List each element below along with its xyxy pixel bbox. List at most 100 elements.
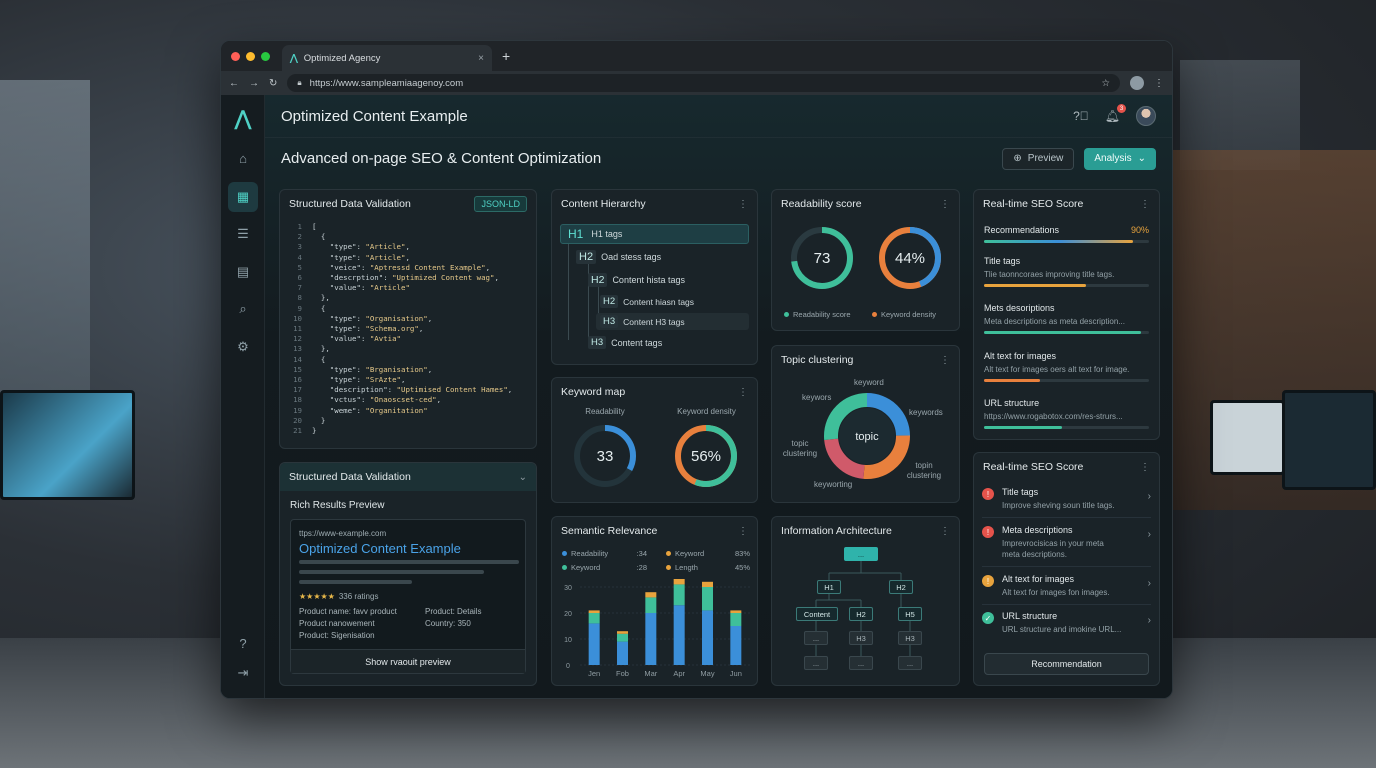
line-number: 7 [297,283,302,293]
tree-node[interactable]: H2 [849,607,873,621]
globe-icon: ⊕ [1013,153,1022,164]
seo-issue-row[interactable]: ✓ URL structure URL structure and imokine… [982,611,1151,641]
readability-value: 33 [597,448,614,465]
more-options-icon[interactable]: ⋮ [738,386,748,398]
settings-icon[interactable]: ⚙ [237,339,249,354]
hierarchy-row-h3[interactable]: H3 Content H3 tags [596,313,749,330]
seo-issue-row[interactable]: ! Alt text for images Alt text for images… [982,574,1151,605]
new-tab-button[interactable]: + [502,48,511,64]
more-options-icon[interactable]: ⋮ [940,525,950,537]
hierarchy-row-h3[interactable]: H3 Content tags [584,334,662,351]
x-tick-label: Jun [730,669,742,678]
show-preview-button[interactable]: Show rvaouit preview [291,649,525,673]
collapse-chevron-icon[interactable]: ⌄ [518,471,527,483]
tree-node[interactable]: ... [849,656,873,670]
seo-metric-row[interactable]: URL structure https://www.rogabotox.com/… [984,398,1149,429]
warning-icon: ! [982,575,994,587]
tree-node[interactable]: ... [804,656,828,670]
help-circle-icon[interactable]: ?⃝ [1073,109,1089,123]
home-icon[interactable]: ⌂ [239,150,247,166]
more-options-icon[interactable]: ⋮ [1140,198,1150,210]
grid-icon[interactable]: ▦ [228,182,258,212]
app-header: Optimized Content Example ?⃝ 🔔︎ 3 [265,95,1172,137]
notification-bell-icon[interactable]: 🔔︎ 3 [1105,104,1126,123]
hierarchy-row-h2[interactable]: H2 Content hiasn tags [596,293,694,310]
more-options-icon[interactable]: ⋮ [738,198,748,210]
tab-close-icon[interactable]: × [478,52,484,64]
browser-menu-icon[interactable]: ⋮ [1154,77,1164,89]
code-line: "descrption": "Uptimized Content wag", [312,273,499,283]
tree-node[interactable]: H1 [817,580,841,594]
seo-metric-row[interactable]: Mets desoriptions Meta descriptions as m… [984,303,1149,334]
code-line: } [312,415,326,425]
close-window-dot[interactable] [231,51,240,61]
seo-metric-row[interactable]: Title tags Tlie taonncoraes improving ti… [984,256,1149,287]
seo-metric-row[interactable]: Alt text for images Alt text for images … [984,351,1149,382]
code-line: "type": "Organisation", [312,313,433,323]
analysis-dropdown-button[interactable]: Analysis ⌄ [1084,147,1156,170]
seo-issue-row[interactable]: ! Meta descriptions Imprevrocisicas in yo… [982,525,1151,567]
profile-icon[interactable] [1130,76,1144,90]
hierarchy-row-h2[interactable]: H2 Content hista tags [584,271,685,288]
card-title: Information Architecture [781,525,892,537]
result-title-link[interactable]: Optimized Content Example [299,541,461,556]
tree-node[interactable]: ... [804,631,828,645]
preview-button[interactable]: ⊕ Preview [1002,147,1075,170]
more-options-icon[interactable]: ⋮ [940,198,950,210]
hierarchy-row-h2[interactable]: H2 Oad stess tags [572,248,661,265]
more-options-icon[interactable]: ⋮ [738,525,748,537]
tree-node[interactable]: H2 [889,580,913,594]
recommendation-button[interactable]: Recommendation [984,653,1149,675]
page-subheader: Advanced on-page SEO & Content Optimizat… [265,137,1172,179]
report-icon[interactable]: ▤ [236,264,250,279]
minimize-window-dot[interactable] [246,51,255,61]
reload-icon[interactable]: ↻ [269,77,278,89]
search-icon[interactable]: ⌕ [239,301,247,316]
bookmark-star-icon[interactable]: ☆ [1101,77,1110,89]
tree-node[interactable]: Content [796,607,838,621]
logout-icon[interactable]: ⇥ [237,665,249,680]
tree-node[interactable]: ... [898,656,922,670]
tree-node-root[interactable]: ... [844,547,878,561]
rich-results-subtitle: Rich Results Preview [290,500,385,511]
hierarchy-row-h1[interactable]: H1 H1 tags [560,224,749,244]
card-title: Content Hierarchy [561,198,646,210]
card-title: Structured Data Validation [289,198,411,210]
snippet-line [299,570,484,574]
address-bar[interactable]: 🔒︎ https://www.sampleamiaagenoy.com ☆ [287,74,1120,92]
chevron-right-icon: › [1147,615,1151,626]
sidebar: ⋀ ⌂ ▦ ☰ ▤ ⌕ ⚙ ? ⇥ [221,95,265,698]
maximize-window-dot[interactable] [261,51,270,61]
back-arrow-icon[interactable]: ← [229,77,239,89]
more-options-icon[interactable]: ⋮ [940,354,950,366]
topic-label: keyworting [814,480,853,489]
tree-node[interactable]: H3 [849,631,873,645]
line-number: 18 [293,395,302,405]
help-icon[interactable]: ? [239,635,247,651]
avatar[interactable] [1136,106,1156,126]
tree-node[interactable]: H5 [898,607,922,621]
rich-results-card: Structured Data Validation ⌄ Rich Result… [279,462,537,686]
tree-node[interactable]: H3 [898,631,922,645]
line-number: 14 [293,354,302,364]
code-line: }, [312,344,330,354]
line-number: 9 [297,303,302,313]
app-logo-icon[interactable]: ⋀ [234,107,252,130]
browser-tab[interactable]: ⋀ Optimized Agency × [282,45,492,71]
json-ld-badge[interactable]: JSON-LD [474,196,527,212]
bar-segment [673,584,685,606]
recommendations-progress [984,240,1133,243]
analysis-label: Analysis [1094,153,1132,164]
readability-score-value: 73 [814,250,831,267]
preview-label: Preview [1027,153,1064,164]
semantic-relevance-card: Semantic Relevance ⋮ Readability:34 Keyw… [551,516,758,686]
forward-arrow-icon[interactable]: → [249,77,259,89]
list-icon[interactable]: ☰ [237,226,249,241]
seo-issue-row[interactable]: ! Title tags Improve sheving soun title t… [982,487,1151,518]
code-lines: [ { "type": "Article", "type": "Article"… [312,222,512,436]
y-tick-label: 20 [564,611,572,618]
browser-window: ⋀ Optimized Agency × + ← → ↻ 🔒︎ https://… [220,40,1173,699]
content-hierarchy-card: Content Hierarchy ⋮ H1 H1 tags H2 Oad stes… [551,189,758,365]
ratings-count: 336 ratings [338,592,379,601]
more-options-icon[interactable]: ⋮ [1140,461,1150,473]
